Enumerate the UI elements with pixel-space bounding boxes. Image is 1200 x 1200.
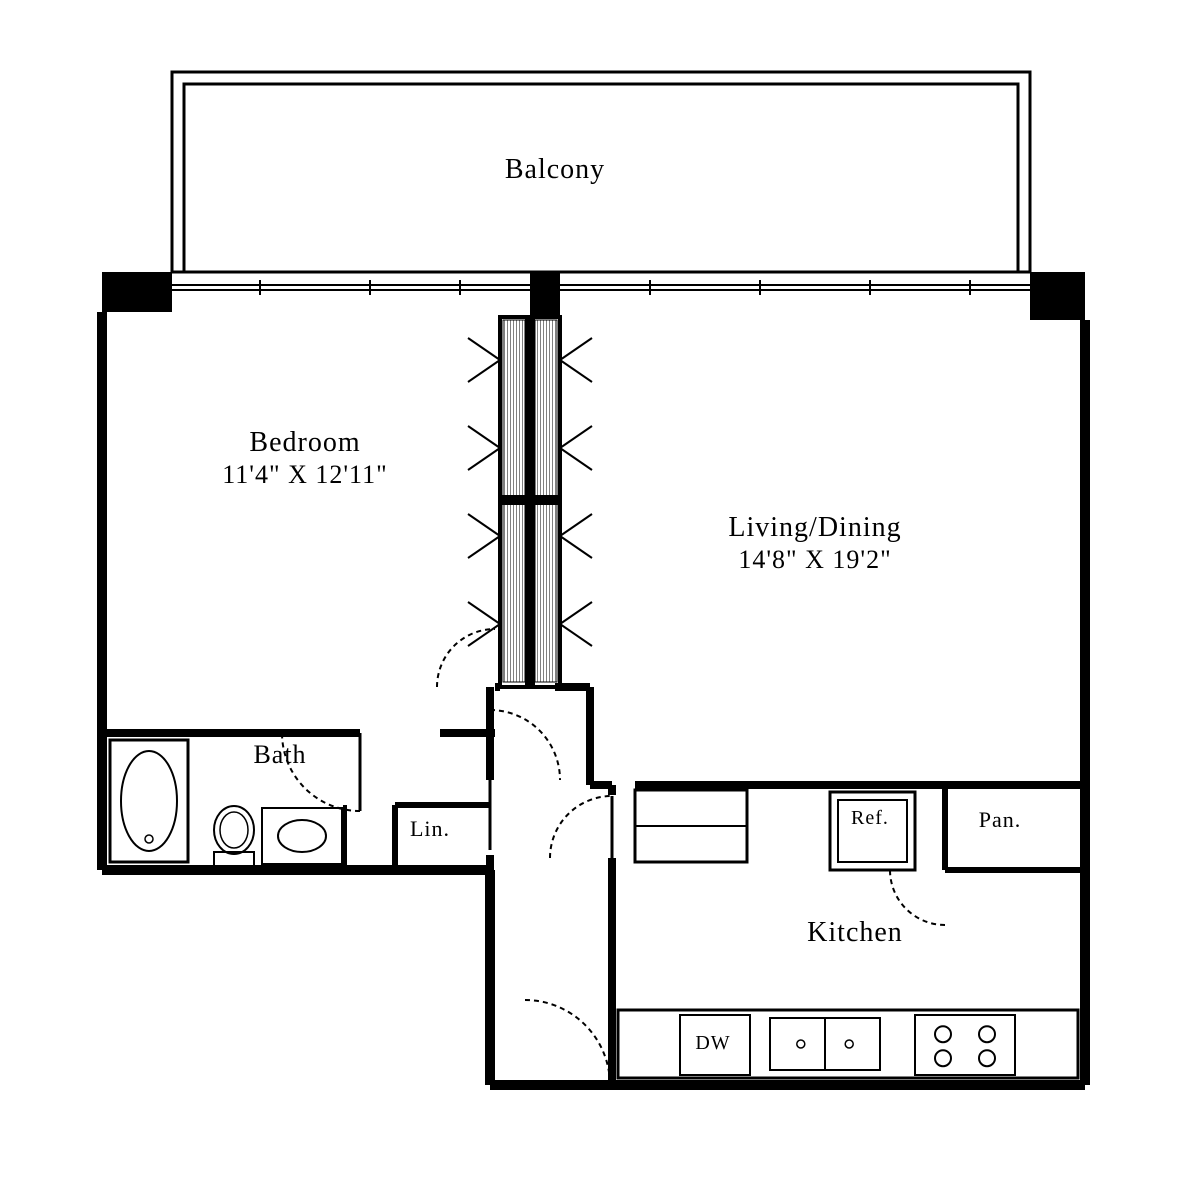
bedroom-label: Bedroom 11'4" X 12'11"	[155, 427, 455, 491]
living-name: Living/Dining	[728, 512, 901, 543]
bath-label: Bath	[130, 740, 430, 770]
linen-label: Lin.	[280, 816, 580, 842]
pan-label: Pan.	[850, 807, 1150, 833]
kitchen-label: Kitchen	[705, 917, 1005, 949]
living-label: Living/Dining 14'8" X 19'2"	[665, 512, 965, 576]
bedroom-dim: 11'4" X 12'11"	[222, 460, 387, 489]
bedroom-name: Bedroom	[249, 427, 360, 458]
living-dim: 14'8" X 19'2"	[738, 545, 891, 574]
balcony-label: Balcony	[405, 154, 705, 186]
dw-label: DW	[563, 1032, 863, 1055]
